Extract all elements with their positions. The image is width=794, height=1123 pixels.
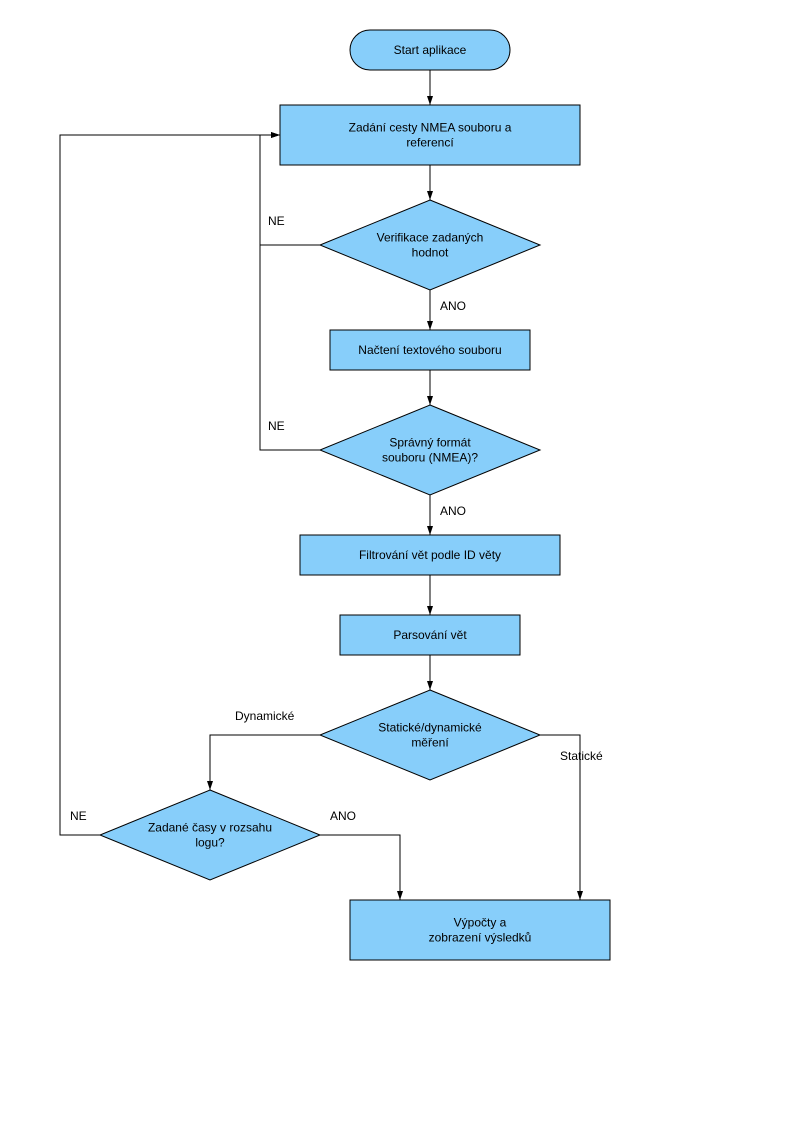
edge-format-input	[260, 135, 320, 450]
edge-times-results	[320, 835, 400, 900]
flowchart-svg: ANO ANO NE NE Dynamické Statické ANO NE Start ap…	[0, 0, 794, 1123]
node-sd-text-1: měření	[411, 736, 449, 750]
edge-label-verify-load: ANO	[440, 299, 466, 313]
node-results-text-1: zobrazení výsledků	[429, 931, 532, 945]
edge-label-verify-input: NE	[268, 214, 285, 228]
edge-label-format-filter: ANO	[440, 504, 466, 518]
edge-label-times-results: ANO	[330, 809, 356, 823]
node-times-text-0: Zadané časy v rozsahu	[148, 821, 272, 835]
edge-label-sd-times: Dynamické	[235, 709, 295, 723]
node-verify-text-0: Verifikace zadaných	[377, 231, 484, 245]
node-filter: Filtrování vět podle ID věty	[300, 535, 560, 575]
node-sd-text-0: Statické/dynamické	[378, 721, 482, 735]
node-filter-text-0: Filtrování vět podle ID věty	[359, 548, 501, 562]
node-verify-text-1: hodnot	[412, 246, 449, 260]
node-results: Výpočty azobrazení výsledků	[350, 900, 610, 960]
node-format-text-0: Správný formát	[389, 436, 471, 450]
node-input-text-0: Zadání cesty NMEA souboru a	[349, 121, 512, 135]
node-verify: Verifikace zadanýchhodnot	[320, 200, 540, 290]
edge-sd-times	[210, 735, 320, 790]
node-input: Zadání cesty NMEA souboru areferencí	[280, 105, 580, 165]
node-times-text-1: logu?	[195, 836, 225, 850]
node-format: Správný formátsouboru (NMEA)?	[320, 405, 540, 495]
edge-times-input	[60, 135, 280, 835]
node-parse-text-0: Parsování vět	[393, 628, 467, 642]
node-sd: Statické/dynamickéměření	[320, 690, 540, 780]
edge-label-times-input: NE	[70, 809, 87, 823]
node-parse: Parsování vět	[340, 615, 520, 655]
edge-label-format-input: NE	[268, 419, 285, 433]
node-load-text-0: Načtení textového souboru	[358, 343, 501, 357]
node-format-text-1: souboru (NMEA)?	[382, 451, 478, 465]
node-start: Start aplikace	[350, 30, 510, 70]
edge-label-sd-results: Statické	[560, 749, 603, 763]
node-load: Načtení textového souboru	[330, 330, 530, 370]
node-times: Zadané časy v rozsahulogu?	[100, 790, 320, 880]
node-results-text-0: Výpočty a	[454, 916, 507, 930]
node-start-text-0: Start aplikace	[394, 43, 467, 57]
node-input-text-1: referencí	[406, 136, 454, 150]
